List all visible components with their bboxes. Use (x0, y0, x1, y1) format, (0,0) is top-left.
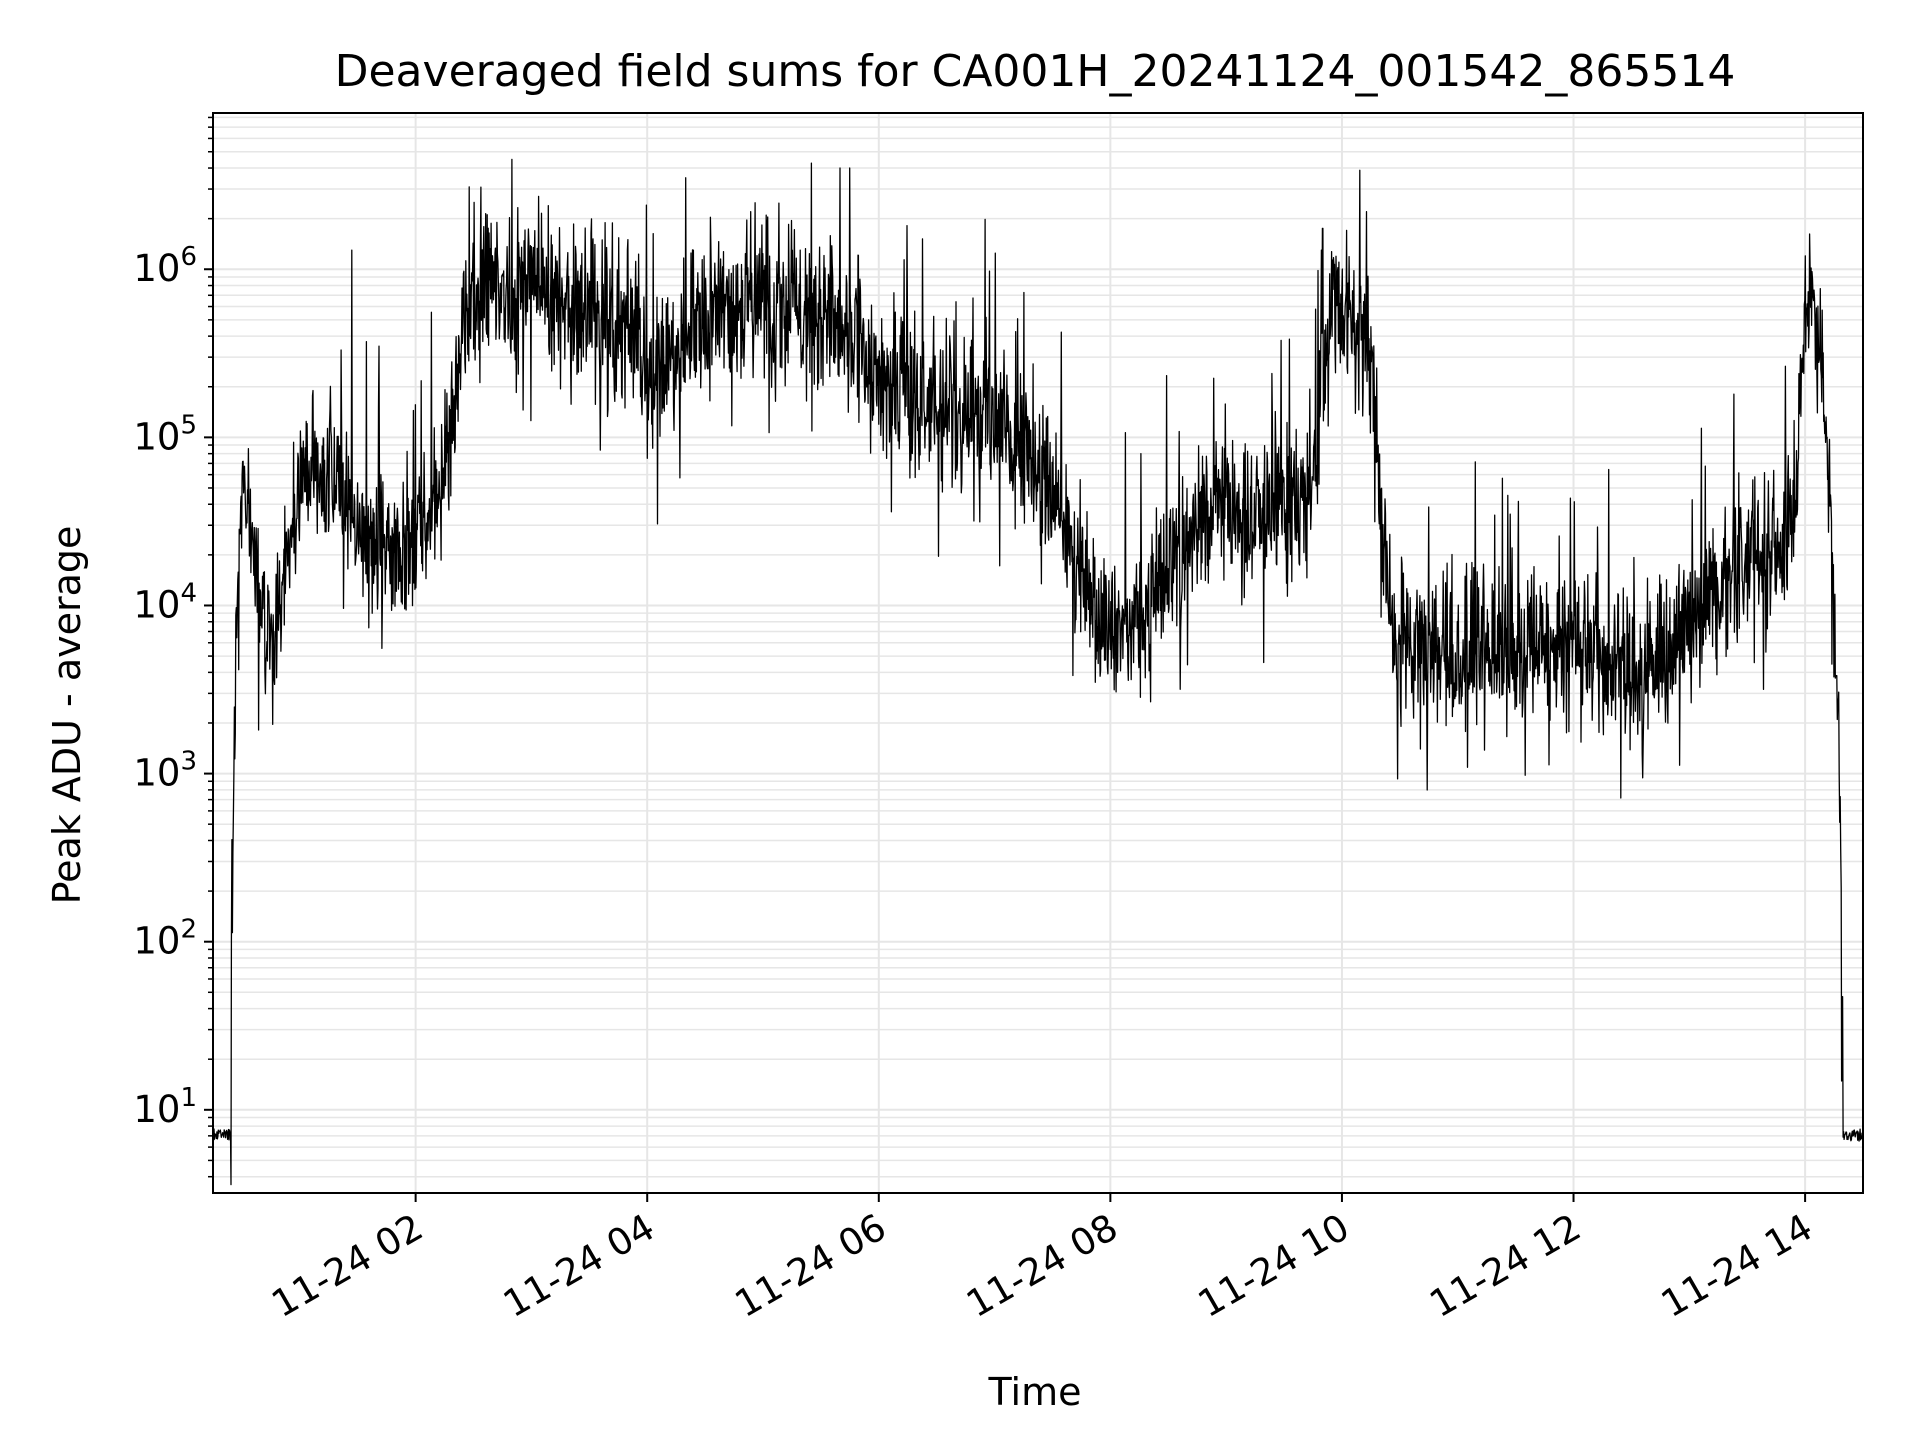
series-layer (212, 158, 1864, 1186)
x-axis-label: Time (988, 1370, 1082, 1414)
y-axis-label: Peak ADU - average (45, 526, 89, 905)
series-line (212, 158, 1864, 1186)
y-tick-label: 105 (133, 410, 197, 458)
plot-frame (212, 112, 1864, 1194)
y-tick-label: 101 (133, 1083, 197, 1131)
y-tick-label: 106 (133, 242, 197, 290)
y-tick-label: 104 (133, 578, 197, 626)
chart-title: Deaveraged field sums for CA001H_2024112… (335, 46, 1736, 97)
y-tick-label: 103 (133, 747, 197, 795)
y-tick-label: 102 (133, 915, 197, 963)
